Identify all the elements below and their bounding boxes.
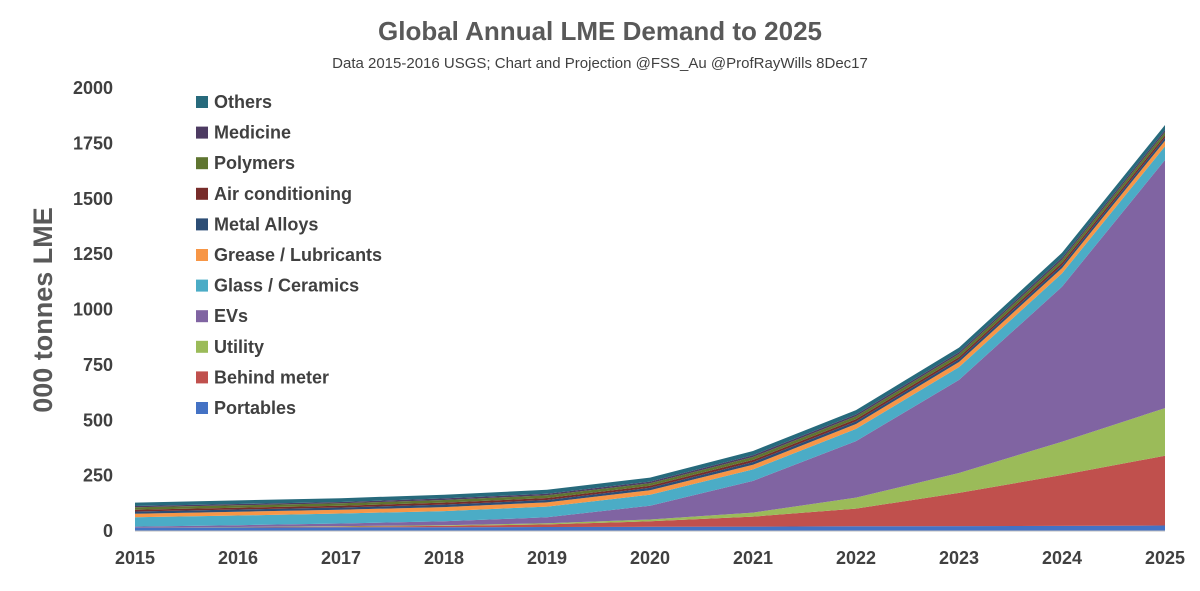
legend-label: EVs: [214, 306, 248, 326]
legend-item-polymers: Polymers: [196, 153, 295, 173]
y-tick-label: 1000: [73, 300, 113, 320]
x-tick-label: 2025: [1145, 548, 1185, 568]
legend-item-portables: Portables: [196, 398, 296, 418]
chart-subtitle: Data 2015-2016 USGS; Chart and Projectio…: [332, 55, 868, 72]
legend-swatch: [196, 310, 208, 323]
legend-swatch: [196, 402, 208, 414]
series-areas: [135, 125, 1165, 531]
legend-label: Glass / Ceramics: [214, 276, 359, 296]
y-tick-label: 0: [103, 521, 113, 541]
y-tick-label: 1500: [73, 189, 113, 209]
legend-label: Portables: [214, 398, 296, 418]
legend-swatch: [196, 126, 208, 139]
y-tick-label: 250: [83, 466, 113, 486]
legend-swatch: [196, 340, 208, 353]
area-utility: [135, 408, 1165, 528]
x-tick-label: 2019: [527, 548, 567, 568]
legend-label: Polymers: [214, 153, 295, 173]
legend-swatch: [196, 371, 208, 384]
legend-label: Utility: [214, 337, 264, 357]
legend: Others Medicine Polymers Air conditioning Me…: [196, 92, 382, 418]
legend-label: Others: [214, 92, 272, 112]
y-tick-label: 1250: [73, 244, 113, 264]
legend-swatch: [196, 279, 208, 292]
area-portables: [135, 525, 1165, 531]
legend-label: Behind meter: [214, 367, 329, 387]
legend-swatch: [196, 218, 208, 231]
legend-swatch: [196, 157, 208, 170]
legend-label: Air conditioning: [214, 184, 352, 204]
legend-item-grease-lubricants: Grease / Lubricants: [196, 245, 382, 265]
x-tick-label: 2023: [939, 548, 979, 568]
legend-swatch: [196, 187, 208, 200]
chart-title: Global Annual LME Demand to 2025: [378, 16, 822, 46]
x-tick-label: 2017: [321, 548, 361, 568]
legend-swatch: [196, 249, 208, 261]
x-tick-labels: 2015 2016 2017 2018 2019 2020 2021 2022 2023 2024…: [115, 548, 1185, 568]
legend-item-medicine: Medicine: [196, 123, 291, 143]
x-tick-label: 2015: [115, 548, 155, 568]
legend-item-others: Others: [196, 92, 272, 112]
legend-label: Grease / Lubricants: [214, 245, 382, 265]
x-tick-label: 2020: [630, 548, 670, 568]
y-tick-label: 750: [83, 355, 113, 375]
legend-item-air-conditioning: Air conditioning: [196, 184, 352, 204]
legend-item-evs: EVs: [196, 306, 248, 326]
legend-item-behind-meter: Behind meter: [196, 367, 329, 387]
area-behind-meter: [135, 455, 1165, 528]
x-tick-label: 2016: [218, 548, 258, 568]
legend-item-metal-alloys: Metal Alloys: [196, 214, 318, 234]
legend-item-glass-ceramics: Glass / Ceramics: [196, 276, 359, 296]
y-axis-label: 000 tonnes LME: [28, 207, 58, 413]
legend-label: Metal Alloys: [214, 214, 318, 234]
legend-label: Medicine: [214, 123, 291, 143]
x-tick-label: 2021: [733, 548, 773, 568]
x-tick-label: 2018: [424, 548, 464, 568]
y-tick-labels: 0 250 500 750 1000 1250 1500 1750 2000: [73, 78, 113, 541]
y-tick-label: 2000: [73, 78, 113, 98]
legend-item-utility: Utility: [196, 337, 264, 357]
legend-swatch: [196, 96, 208, 108]
y-tick-label: 1750: [73, 133, 113, 153]
x-tick-label: 2022: [836, 548, 876, 568]
area-evs: [135, 160, 1165, 528]
x-tick-label: 2024: [1042, 548, 1082, 568]
y-tick-label: 500: [83, 410, 113, 430]
